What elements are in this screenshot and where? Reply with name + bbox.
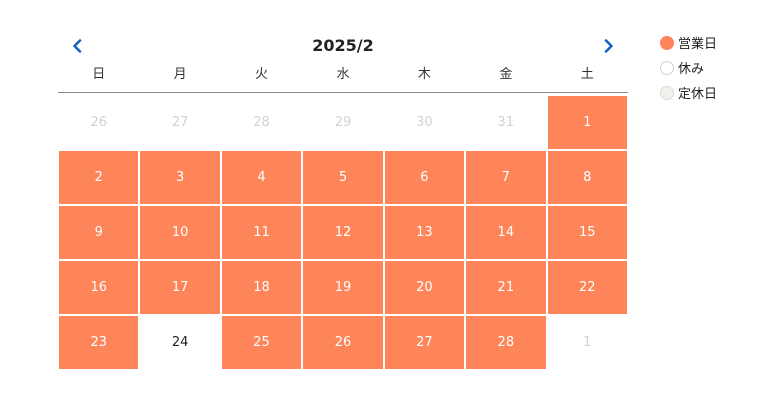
day-cell[interactable]: 20 bbox=[384, 261, 465, 314]
weekday-fri: 金 bbox=[499, 67, 513, 82]
day-cell[interactable]: 2 bbox=[59, 151, 139, 204]
day-cell[interactable]: 24 bbox=[140, 316, 220, 369]
day-cell-outside-month: 1 bbox=[547, 316, 627, 369]
calendar: 2025/2 日 月 火 水 木 金 土 26 27 28 29 30 31 1 2 3 4 5 6 7… bbox=[58, 30, 628, 370]
day-cell[interactable]: 26 bbox=[303, 316, 383, 369]
chevron-right-icon bbox=[604, 39, 613, 53]
day-cell[interactable]: 3 bbox=[140, 151, 220, 204]
day-cell[interactable]: 16 bbox=[59, 261, 139, 314]
day-cell[interactable]: 6 bbox=[384, 151, 465, 204]
day-cell[interactable]: 8 bbox=[547, 151, 627, 204]
legend-swatch-open bbox=[660, 35, 674, 50]
weekday-wed: 水 bbox=[336, 67, 350, 82]
day-cell[interactable]: 9 bbox=[59, 206, 139, 259]
legend-swatch-closed bbox=[660, 60, 674, 75]
weekday-mon: 月 bbox=[173, 67, 187, 82]
legend-item-closed: 休み bbox=[660, 55, 717, 80]
legend-label: 定休日 bbox=[678, 87, 718, 102]
weekday-tue: 火 bbox=[255, 67, 269, 82]
day-cell-outside-month: 30 bbox=[384, 96, 465, 149]
day-cell-outside-month: 27 bbox=[140, 96, 220, 149]
day-cell[interactable]: 1 bbox=[547, 96, 627, 149]
legend-item-open: 営業日 bbox=[660, 30, 717, 55]
weekday-thu: 木 bbox=[417, 67, 431, 82]
day-cell[interactable]: 10 bbox=[140, 206, 220, 259]
day-cell[interactable]: 7 bbox=[466, 151, 546, 204]
next-month-button[interactable] bbox=[595, 30, 623, 62]
day-cell[interactable]: 5 bbox=[303, 151, 383, 204]
day-cell[interactable]: 22 bbox=[547, 261, 627, 314]
day-grid: 26 27 28 29 30 31 1 2 3 4 5 6 7 8 9 10 11 12 13 14 15 16 17 18 1… bbox=[58, 95, 628, 370]
legend-item-regular-holiday: 定休日 bbox=[660, 80, 717, 105]
day-cell-outside-month: 26 bbox=[59, 96, 139, 149]
day-cell[interactable]: 12 bbox=[303, 206, 383, 259]
day-cell[interactable]: 19 bbox=[303, 261, 383, 314]
legend-swatch-regular-holiday bbox=[660, 85, 674, 100]
legend-label: 休み bbox=[678, 62, 705, 77]
day-cell[interactable]: 25 bbox=[221, 316, 302, 369]
weekday-sun: 日 bbox=[92, 67, 106, 82]
day-cell[interactable]: 28 bbox=[466, 316, 546, 369]
day-cell[interactable]: 23 bbox=[59, 316, 139, 369]
day-cell[interactable]: 13 bbox=[384, 206, 465, 259]
chevron-left-icon bbox=[73, 39, 82, 53]
day-cell[interactable]: 17 bbox=[140, 261, 220, 314]
day-cell[interactable]: 4 bbox=[221, 151, 302, 204]
day-cell[interactable]: 27 bbox=[384, 316, 465, 369]
day-cell[interactable]: 11 bbox=[221, 206, 302, 259]
day-cell[interactable]: 18 bbox=[221, 261, 302, 314]
day-cell[interactable]: 14 bbox=[466, 206, 546, 259]
prev-month-button[interactable] bbox=[63, 30, 91, 62]
calendar-header: 2025/2 bbox=[58, 30, 628, 64]
day-cell-outside-month: 29 bbox=[303, 96, 383, 149]
day-cell[interactable]: 21 bbox=[466, 261, 546, 314]
legend-label: 営業日 bbox=[678, 37, 718, 52]
weekday-header-row: 日 月 火 水 木 金 土 bbox=[58, 64, 628, 93]
weekday-sat: 土 bbox=[580, 67, 594, 82]
day-cell[interactable]: 15 bbox=[547, 206, 627, 259]
legend: 営業日 休み 定休日 bbox=[660, 30, 717, 105]
day-cell-outside-month: 31 bbox=[466, 96, 546, 149]
day-cell-outside-month: 28 bbox=[221, 96, 302, 149]
month-title: 2025/2 bbox=[312, 36, 374, 55]
